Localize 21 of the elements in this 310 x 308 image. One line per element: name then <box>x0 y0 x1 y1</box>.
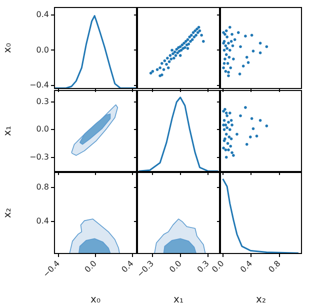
x-tick-label: 0.8 <box>266 258 282 274</box>
y-tick-label: −0.3 <box>30 152 49 162</box>
x-axis-title: x₁ <box>174 294 184 306</box>
y-axis-title: x₂ <box>2 208 14 218</box>
y-tick-label: 0.0 <box>36 124 49 134</box>
x-tick-label: 0.4 <box>120 258 136 274</box>
x-tick-label: 0.3 <box>196 258 211 274</box>
x-axis-title: x₀ <box>90 294 100 306</box>
y-tick-label: 0.4 <box>36 216 49 226</box>
y-axis-title: x₀ <box>2 43 14 53</box>
x-tick-label: 0.0 <box>83 258 98 274</box>
y-axis-title: x₁ <box>2 126 14 136</box>
y-tick-label: 0.3 <box>36 97 49 106</box>
x-tick-label: 0.0 <box>210 258 226 274</box>
y-tick-label: 0.4 <box>36 10 49 20</box>
y-tick-label: 0.8 <box>36 182 49 192</box>
y-tick-label: 0.0 <box>36 45 49 54</box>
y-tick-label: −0.4 <box>30 80 49 90</box>
x-axis-title: x₂ <box>256 294 266 306</box>
x-tick-label: 0.4 <box>238 258 254 274</box>
x-tick-label: 0.0 <box>168 258 184 274</box>
